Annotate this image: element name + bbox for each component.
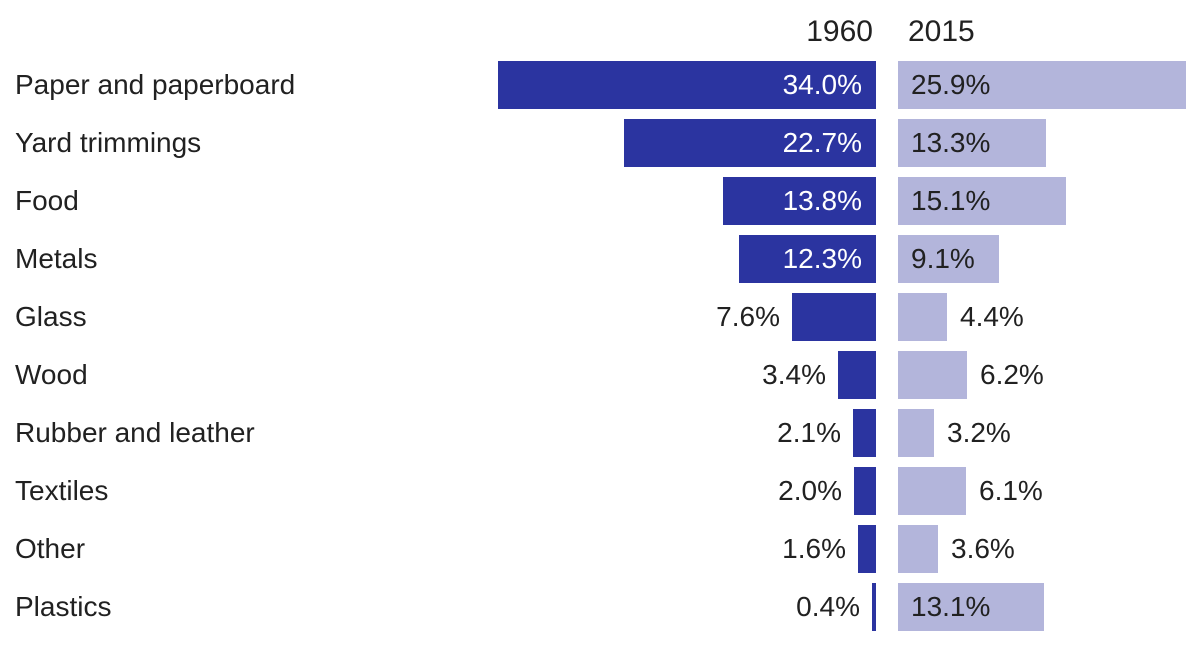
cell-2015: 25.9% bbox=[898, 61, 1200, 109]
value-label-2015: 3.6% bbox=[951, 533, 1015, 564]
cell-2015: 9.1% bbox=[898, 235, 1200, 283]
cell-1960: 3.4% bbox=[498, 351, 876, 399]
cell-2015: 15.1% bbox=[898, 177, 1200, 225]
bar-1960 bbox=[853, 409, 876, 457]
bar-1960: 34.0% bbox=[498, 61, 876, 109]
value-label-1960: 22.7% bbox=[782, 127, 862, 158]
value-label-1960: 13.8% bbox=[782, 185, 862, 216]
cell-1960: 22.7% bbox=[498, 119, 876, 167]
value-label-2015: 15.1% bbox=[911, 185, 991, 216]
bar-1960 bbox=[838, 351, 876, 399]
value-label-2015: 4.4% bbox=[960, 301, 1024, 332]
value-label-2015: 9.1% bbox=[911, 243, 975, 274]
cell-1960: 2.1% bbox=[498, 409, 876, 457]
bar-1960: 13.8% bbox=[723, 177, 876, 225]
cell-1960: 2.0% bbox=[498, 467, 876, 515]
bar-2015: 15.1% bbox=[898, 177, 1066, 225]
chart-row: Paper and paperboard 34.0% 25.9% bbox=[0, 56, 1200, 114]
category-label: Glass bbox=[15, 301, 87, 332]
cell-1960: 12.3% bbox=[498, 235, 876, 283]
column-1960-header-cell: 1960 bbox=[498, 17, 876, 47]
bar-2015 bbox=[898, 525, 938, 573]
bar-2015 bbox=[898, 467, 966, 515]
cell-2015: 13.1% bbox=[898, 583, 1200, 631]
chart-row: Yard trimmings 22.7% 13.3% bbox=[0, 114, 1200, 172]
bar-2015: 25.9% bbox=[898, 61, 1186, 109]
cell-2015: 3.2% bbox=[898, 409, 1200, 457]
bar-1960: 22.7% bbox=[624, 119, 876, 167]
cell-2015: 6.1% bbox=[898, 467, 1200, 515]
bar-1960 bbox=[792, 293, 876, 341]
cell-1960: 7.6% bbox=[498, 293, 876, 341]
chart-row: Food 13.8% 15.1% bbox=[0, 172, 1200, 230]
cell-2015: 4.4% bbox=[898, 293, 1200, 341]
bar-1960: 12.3% bbox=[739, 235, 876, 283]
category-label: Yard trimmings bbox=[15, 127, 202, 158]
category-label: Food bbox=[15, 185, 79, 216]
value-label-1960: 2.1% bbox=[777, 417, 841, 448]
bar-1960 bbox=[872, 583, 876, 631]
cell-1960: 0.4% bbox=[498, 583, 876, 631]
category-label: Rubber and leather bbox=[15, 417, 255, 448]
cell-1960: 13.8% bbox=[498, 177, 876, 225]
bar-1960 bbox=[858, 525, 876, 573]
column-header-2015: 2015 bbox=[908, 15, 975, 48]
value-label-1960: 3.4% bbox=[762, 359, 826, 390]
bar-2015 bbox=[898, 293, 947, 341]
value-label-2015: 13.3% bbox=[911, 127, 991, 158]
chart-row: Plastics 0.4% 13.1% bbox=[0, 578, 1200, 636]
value-label-2015: 25.9% bbox=[911, 69, 991, 100]
bar-1960 bbox=[854, 467, 876, 515]
category-label: Paper and paperboard bbox=[15, 69, 296, 100]
category-label: Textiles bbox=[15, 475, 109, 506]
cell-2015: 3.6% bbox=[898, 525, 1200, 573]
bar-2015: 9.1% bbox=[898, 235, 999, 283]
bar-2015: 13.1% bbox=[898, 583, 1044, 631]
category-label: Other bbox=[15, 533, 86, 564]
column-headers-row: 1960 2015 bbox=[0, 0, 1200, 56]
value-label-2015: 3.2% bbox=[947, 417, 1011, 448]
category-label: Metals bbox=[15, 243, 98, 274]
bar-2015 bbox=[898, 409, 934, 457]
value-label-1960: 7.6% bbox=[716, 301, 780, 332]
bar-2015 bbox=[898, 351, 967, 399]
value-label-2015: 6.1% bbox=[979, 475, 1043, 506]
chart-row: Textiles 2.0% 6.1% bbox=[0, 462, 1200, 520]
chart-row: Rubber and leather 2.1% 3.2% bbox=[0, 404, 1200, 462]
value-label-2015: 6.2% bbox=[980, 359, 1044, 390]
value-label-1960: 0.4% bbox=[796, 591, 860, 622]
bar-2015: 13.3% bbox=[898, 119, 1046, 167]
category-label: Wood bbox=[15, 359, 88, 390]
column-2015-header-cell: 2015 bbox=[898, 17, 1200, 47]
cell-2015: 6.2% bbox=[898, 351, 1200, 399]
cell-2015: 13.3% bbox=[898, 119, 1200, 167]
cell-1960: 34.0% bbox=[498, 61, 876, 109]
chart-row: Metals 12.3% 9.1% bbox=[0, 230, 1200, 288]
value-label-1960: 12.3% bbox=[782, 243, 862, 274]
chart-row: Other 1.6% 3.6% bbox=[0, 520, 1200, 578]
category-label: Plastics bbox=[15, 591, 112, 622]
value-label-1960: 1.6% bbox=[782, 533, 846, 564]
value-label-2015: 13.1% bbox=[911, 591, 991, 622]
chart-rows: Paper and paperboard 34.0% 25.9% Yard trimm… bbox=[0, 56, 1200, 636]
column-header-1960: 1960 bbox=[806, 15, 873, 48]
value-label-1960: 34.0% bbox=[782, 69, 862, 100]
value-label-1960: 2.0% bbox=[778, 475, 842, 506]
chart-row: Glass 7.6% 4.4% bbox=[0, 288, 1200, 346]
chart-row: Wood 3.4% 6.2% bbox=[0, 346, 1200, 404]
cell-1960: 1.6% bbox=[498, 525, 876, 573]
